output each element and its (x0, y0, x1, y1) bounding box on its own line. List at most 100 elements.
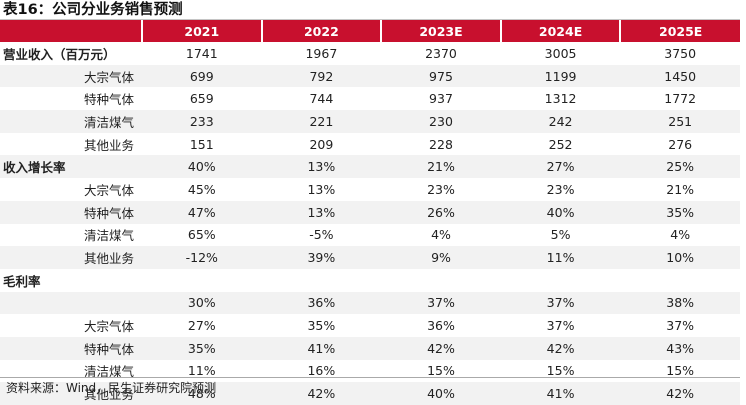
table-row: 清洁煤气 11% 16% 15% 15% 15% (0, 360, 740, 383)
value-cell: 23% (546, 181, 575, 197)
row-label: 特种气体 (84, 92, 135, 108)
row-label: 清洁煤气 (84, 228, 135, 244)
table-row: 其他业务 151 209 228 252 276 (0, 133, 740, 156)
value-cell: 21% (666, 181, 695, 197)
row-label: 大宗气体 (84, 182, 135, 198)
row-label: 收入增长率 (0, 155, 142, 179)
row-label: 清洁煤气 (84, 364, 135, 380)
value-cell: 36% (427, 318, 455, 334)
header-cell: 2021 (141, 20, 262, 42)
value-cell: 42% (620, 382, 740, 405)
value-cell: 228 (429, 136, 453, 152)
value-cell: 35% (307, 318, 336, 334)
value-cell: 13% (307, 181, 336, 197)
value-cell: 27% (187, 318, 216, 334)
value-cell: 41% (261, 336, 382, 360)
value-cell: 25% (620, 155, 740, 179)
value-cell: 38% (620, 291, 740, 315)
row-label: 大宗气体 (0, 64, 142, 88)
value-cell: 40% (381, 382, 501, 405)
value-cell: 30% (142, 291, 262, 315)
value-cell: 1772 (664, 91, 697, 107)
value-cell: 42% (261, 382, 382, 405)
value-cell: 3750 (664, 45, 697, 61)
value-cell: 37% (666, 318, 695, 334)
table-title: 表16：公司分业务销售预测 (3, 2, 183, 18)
value-cell: 43% (620, 336, 740, 360)
bottom-divider (0, 377, 740, 378)
value-cell: -12% (142, 246, 262, 269)
row-label: 特种气体 (0, 336, 142, 360)
value-cell: 5% (550, 227, 571, 243)
table-row: 营业收入（百万元） 1741 1967 2370 3005 3750 (0, 42, 740, 65)
table-row: 清洁煤气 233 221 230 242 251 (0, 110, 740, 133)
value-cell: 659 (189, 91, 214, 107)
title-divider (0, 19, 740, 20)
value-cell: 4% (431, 227, 451, 243)
value-cell: -5% (309, 227, 334, 243)
header-cell (0, 20, 142, 42)
value-cell: 26% (381, 200, 501, 224)
header-cell: 2023E (380, 20, 501, 42)
value-cell: 9% (381, 246, 501, 269)
value-cell: 10% (620, 246, 740, 269)
value-cell: 47% (142, 200, 262, 224)
value-cell: 1199 (500, 64, 621, 88)
row-label: 其他业务 (84, 137, 135, 153)
value-cell: 233 (142, 110, 262, 133)
value-cell: 11% (500, 246, 621, 269)
value-cell: 21% (381, 155, 501, 179)
row-label: 清洁煤气 (0, 110, 142, 133)
value-cell: 1967 (305, 45, 338, 61)
value-cell: 744 (309, 91, 334, 107)
table-body: 营业收入（百万元） 1741 1967 2370 3005 3750 大宗气体 699 792 9… (0, 42, 740, 405)
header-cell: 2024E (499, 20, 621, 42)
value-cell: 42% (381, 336, 501, 360)
source-note: 资料来源：Wind，民生证券研究院预测 (6, 381, 217, 395)
row-label: 营业收入（百万元） (3, 46, 116, 62)
header-cell: 2022 (260, 20, 382, 42)
row-label: 其他业务 (0, 382, 142, 405)
value-cell: 242 (500, 110, 621, 133)
header-cell: 2025E (619, 20, 740, 42)
value-cell: 35% (620, 200, 740, 224)
header-row: 2021 2022 2023E 2024E 2025E (0, 20, 740, 42)
value-cell: 45% (187, 181, 216, 197)
table-row: 大宗气体 45% 13% 23% 23% 21% (0, 178, 740, 201)
table-row: 清洁煤气 65% -5% 4% 5% 4% (0, 224, 740, 247)
value-cell: 15% (666, 363, 695, 379)
value-cell: 27% (500, 155, 621, 179)
value-cell: 230 (381, 110, 501, 133)
value-cell: 40% (142, 155, 262, 179)
value-cell: 209 (309, 136, 334, 152)
table-row: 特种气体 47% 13% 26% 40% 35% (0, 200, 740, 224)
value-cell: 39% (261, 246, 382, 269)
value-cell: 1312 (544, 91, 577, 107)
value-cell: 251 (620, 110, 740, 133)
table-row: 其他业务 48% 42% 40% 41% 42% (0, 382, 740, 405)
value-cell: 4% (670, 227, 691, 243)
value-cell: 42% (500, 336, 621, 360)
value-cell: 975 (381, 64, 501, 88)
value-cell: 35% (142, 336, 262, 360)
value-cell: 1741 (185, 45, 218, 61)
value-cell: 276 (668, 136, 693, 152)
value-cell: 1450 (620, 64, 740, 88)
value-cell: 16% (307, 363, 336, 379)
value-cell: 37% (500, 291, 621, 315)
value-cell: 13% (261, 200, 382, 224)
value-cell: 937 (429, 91, 453, 107)
row-label: 特种气体 (0, 200, 142, 224)
table-row: 收入增长率 40% 13% 21% 27% 25% (0, 155, 740, 179)
value-cell (620, 269, 740, 292)
value-cell: 37% (381, 291, 501, 315)
row-label: 毛利率 (3, 273, 41, 289)
value-cell (142, 269, 262, 292)
value-cell: 699 (142, 64, 262, 88)
value-cell: 36% (261, 291, 382, 315)
value-cell (381, 269, 501, 292)
value-cell: 40% (500, 200, 621, 224)
table-row: 特种气体 659 744 937 1312 1772 (0, 87, 740, 110)
value-cell: 252 (548, 136, 573, 152)
value-cell: 15% (427, 363, 455, 379)
